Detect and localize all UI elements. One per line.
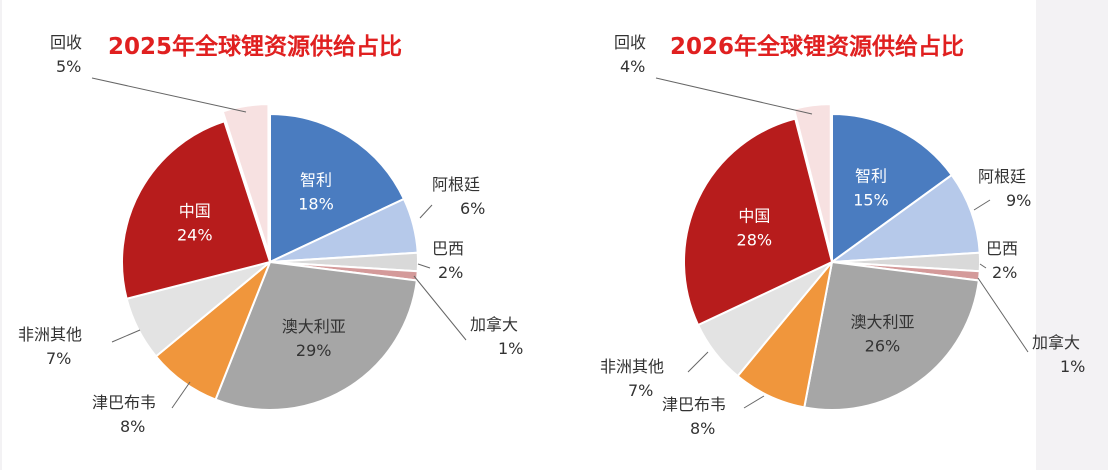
slice-label: 回收	[614, 33, 646, 52]
slice-label: 非洲其他	[600, 357, 664, 376]
pie-chart-2026: 2026年全球锂资源供给占比 智利 15% 阿根廷 9% 巴西 2% 加拿大 1% 澳大利亚 26…	[600, 33, 1085, 438]
slice-label: 澳大利亚	[282, 317, 346, 336]
leader-line	[111, 329, 141, 343]
slice-value-label: 2%	[992, 263, 1017, 282]
slice-label: 智利	[300, 171, 332, 190]
slice-label: 回收	[50, 33, 82, 52]
slice-value-label: 8%	[120, 417, 145, 436]
slice-value-label: 7%	[46, 349, 71, 368]
slice-label: 中国	[738, 206, 770, 225]
slice-value-label: 9%	[1006, 191, 1031, 210]
slice-value-label: 18%	[298, 195, 334, 214]
slice-label: 非洲其他	[18, 325, 82, 344]
slice-label: 智利	[855, 167, 887, 186]
leader-line	[655, 77, 813, 115]
slice-value-label: 26%	[865, 336, 901, 355]
slice-label: 阿根廷	[978, 167, 1026, 186]
pie-slice	[803, 260, 980, 411]
pie-slice	[828, 173, 981, 264]
leader-line	[687, 351, 709, 373]
leader-line	[743, 395, 765, 409]
pie-slice	[121, 119, 272, 301]
pie-slice	[831, 112, 954, 264]
watermark-text: 雪球：电动汽车观察家	[760, 424, 1000, 452]
slice-label: 津巴布韦	[92, 393, 156, 412]
slice-value-label: 1%	[1060, 357, 1085, 376]
pie-slice	[214, 260, 418, 411]
slice-label: 巴西	[432, 239, 464, 258]
slice-label: 澳大利亚	[850, 312, 914, 331]
pie-slice	[221, 103, 270, 253]
leader-line	[417, 263, 431, 269]
pie-chart-2025: 2025年全球锂资源供给占比 智利 18% 阿根廷 6% 巴西 2% 加拿大 1% 澳大利亚 29…	[18, 33, 523, 436]
chart-title: 2026年全球锂资源供给占比	[670, 33, 964, 60]
leader-line	[979, 263, 987, 269]
slice-value-label: 28%	[737, 230, 773, 249]
pie-slice	[683, 117, 834, 327]
leader-line	[171, 381, 191, 409]
slice-label: 阿根廷	[432, 175, 480, 194]
slice-label: 加拿大	[470, 315, 518, 334]
slice-value-label: 6%	[460, 199, 485, 218]
slice-value-label: 2%	[438, 263, 463, 282]
slice-value-label: 7%	[628, 381, 653, 400]
chart-title: 2025年全球锂资源供给占比	[108, 33, 402, 60]
slice-value-label: 1%	[498, 339, 523, 358]
leader-line	[973, 199, 991, 211]
slice-label: 加拿大	[1032, 333, 1080, 352]
slice-value-label: 8%	[690, 419, 715, 438]
pie-slice	[269, 112, 406, 264]
watermark-logo-icon: ✲	[724, 423, 746, 453]
leader-line	[419, 204, 433, 219]
pie-slice	[792, 103, 832, 253]
slice-label: 巴西	[986, 239, 1018, 258]
slice-value-label: 4%	[620, 57, 645, 76]
slice-value-label: 29%	[296, 341, 332, 360]
slice-value-label: 24%	[177, 226, 213, 245]
slice-value-label: 5%	[56, 57, 81, 76]
leader-line	[977, 277, 1029, 353]
leader-line	[413, 275, 467, 341]
slice-label: 中国	[179, 202, 211, 221]
watermark: ✲ 雪球：电动汽车观察家	[724, 423, 1000, 453]
slice-label: 津巴布韦	[662, 395, 726, 414]
slice-value-label: 15%	[853, 191, 889, 210]
leader-line	[91, 77, 247, 113]
